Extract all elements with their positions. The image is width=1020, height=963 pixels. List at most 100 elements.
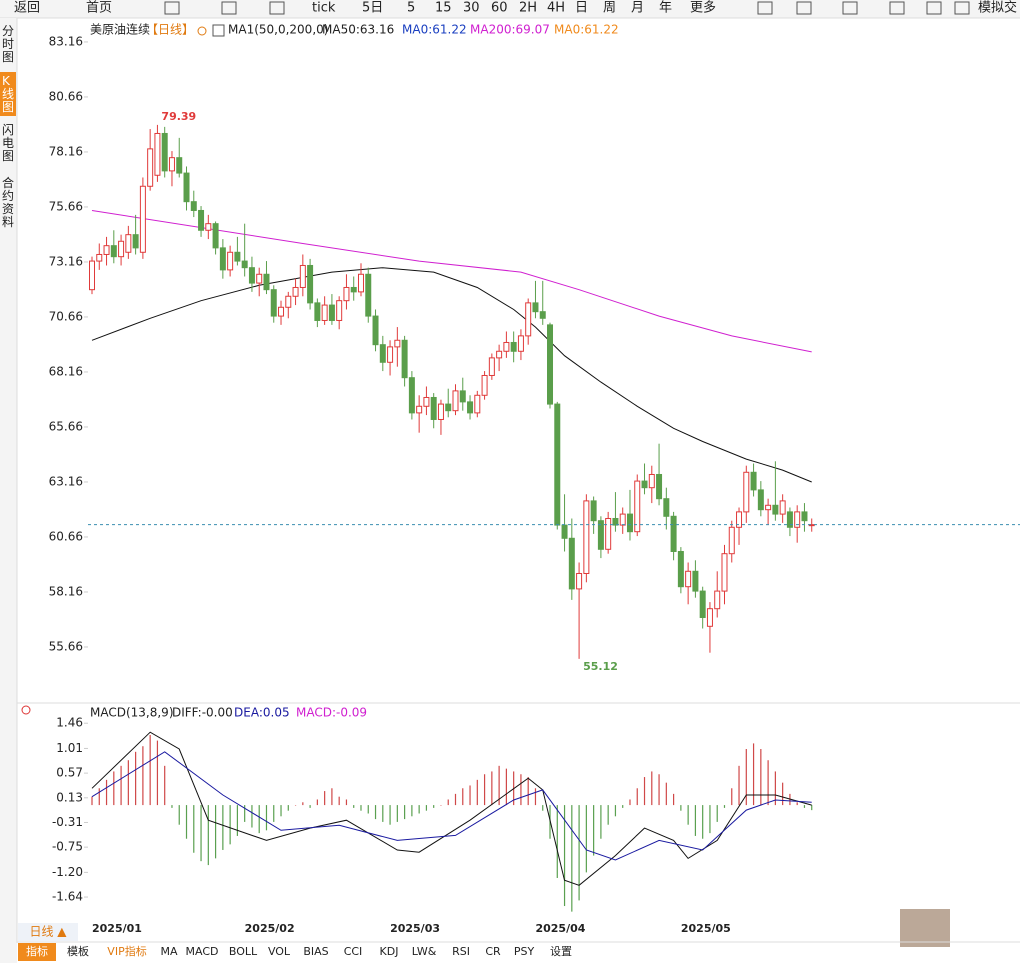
- candle-body: [285, 295, 292, 308]
- candle-body: [379, 344, 386, 363]
- bottom-tab[interactable]: KDJ: [380, 945, 399, 958]
- macd-bar: [796, 802, 798, 806]
- toolbar-button[interactable]: 15: [435, 1, 452, 16]
- candle-body: [103, 245, 110, 255]
- bottom-tab[interactable]: CR: [485, 945, 501, 958]
- bottom-tab[interactable]: BIAS: [303, 945, 328, 958]
- sidebar-tab[interactable]: K 线图: [2, 74, 14, 114]
- sidebar-tab[interactable]: 闪电图: [2, 123, 14, 163]
- toolbar-icon[interactable]: [269, 1, 285, 15]
- sidebar-active: [0, 72, 16, 116]
- candle-body: [278, 306, 285, 317]
- candle-body: [437, 403, 444, 420]
- bottom-tab[interactable]: RSI: [452, 945, 470, 958]
- toolbar-button[interactable]: 30: [463, 1, 480, 16]
- candle-body: [299, 264, 306, 288]
- toolbar-icon[interactable]: [796, 1, 812, 15]
- macd-bar: [520, 774, 522, 806]
- toolbar-button[interactable]: tick: [312, 1, 336, 16]
- bottom-tab[interactable]: VOL: [268, 945, 291, 958]
- toolbar-button[interactable]: 周: [603, 1, 616, 16]
- candle-body: [198, 209, 205, 231]
- x-tick-label: 2025/02: [245, 922, 295, 935]
- candle-body: [270, 289, 277, 317]
- toolbar-icon[interactable]: [757, 1, 773, 15]
- macd-bar: [803, 805, 806, 808]
- candle-body: [561, 524, 568, 539]
- macd-bar: [193, 805, 195, 853]
- toolbar-button[interactable]: 2H: [519, 1, 537, 16]
- macd-bar: [767, 760, 769, 806]
- toolbar-button[interactable]: 年: [659, 1, 672, 16]
- toolbar-button[interactable]: 更多: [690, 0, 716, 16]
- candle-body: [779, 500, 786, 515]
- macd-bar: [135, 751, 137, 806]
- macd-bar: [251, 805, 253, 828]
- sidebar-tab[interactable]: 合约资料: [2, 175, 14, 229]
- toolbar-button[interactable]: 5日: [362, 1, 383, 16]
- period-icon: [197, 26, 207, 36]
- candle-body: [576, 572, 583, 590]
- toolbar-icon[interactable]: [221, 1, 237, 15]
- macd-bar: [534, 788, 537, 806]
- candle-body: [743, 471, 750, 513]
- toolbar-button[interactable]: 4H: [547, 1, 565, 16]
- bottom-tab[interactable]: 模板: [67, 944, 89, 958]
- candle-body: [212, 223, 219, 249]
- period-button[interactable]: 日线 ▲: [29, 925, 67, 939]
- candle-body: [626, 513, 633, 533]
- bottom-tab[interactable]: BOLL: [229, 945, 258, 958]
- macd-bar: [396, 805, 398, 822]
- bottom-tab[interactable]: MA: [160, 945, 177, 958]
- candle-body: [481, 374, 488, 396]
- settings-icon[interactable]: [21, 705, 31, 715]
- bottom-tab[interactable]: 指标: [26, 944, 48, 958]
- sidebar-tab[interactable]: 分时图: [2, 24, 14, 64]
- toolbar-button[interactable]: 60: [491, 1, 508, 16]
- macd-bar: [745, 749, 747, 806]
- candle-body: [590, 500, 597, 522]
- toolbar-button[interactable]: 日: [575, 1, 588, 16]
- toolbar-button[interactable]: 5: [407, 1, 415, 16]
- toolbar-icon[interactable]: [842, 1, 858, 15]
- toolbar-button[interactable]: 返回: [14, 1, 40, 16]
- candle-body: [597, 520, 604, 550]
- macd-bar: [302, 802, 304, 806]
- y-tick-label: 60.66: [49, 529, 83, 543]
- candle-body: [430, 396, 437, 420]
- macd-bar: [316, 799, 318, 806]
- macd-bar: [309, 805, 311, 808]
- y-tick-label: 0.13: [56, 790, 83, 804]
- toolbar-icon[interactable]: [954, 1, 970, 15]
- candle-body: [96, 253, 103, 262]
- macd-bar: [353, 805, 355, 808]
- y-tick-label: 70.66: [49, 309, 83, 323]
- bottom-tab[interactable]: MACD: [186, 945, 219, 958]
- toolbar-button[interactable]: 首页: [86, 1, 112, 16]
- toolbar-icon[interactable]: [164, 1, 180, 15]
- macd-bar: [389, 805, 391, 825]
- bottom-tab[interactable]: CCI: [344, 945, 363, 958]
- bottom-tab[interactable]: 设置: [550, 945, 572, 958]
- macd-bar: [774, 771, 776, 806]
- macd-bar: [629, 799, 631, 806]
- toolbar-icon[interactable]: [926, 1, 942, 15]
- bottom-tab[interactable]: LW&: [412, 945, 437, 958]
- candle-body: [510, 341, 517, 352]
- y-tick-label: 83.16: [49, 34, 83, 48]
- bottom-tab[interactable]: VIP指标: [107, 944, 146, 958]
- x-tick-label: 2025/05: [681, 922, 731, 935]
- toolbar-button[interactable]: 月: [631, 1, 644, 16]
- bottom-tab[interactable]: PSY: [514, 945, 535, 958]
- candle-body: [699, 590, 706, 618]
- toolbar-button[interactable]: 模拟交: [978, 0, 1017, 16]
- candle-body: [670, 515, 677, 552]
- y-tick-label: -1.64: [52, 890, 83, 904]
- candle-body: [118, 240, 125, 258]
- candle-body: [772, 504, 779, 515]
- macd-bar: [462, 788, 464, 806]
- legend-entry: MA1(50,0,200,0): [228, 23, 328, 37]
- macd-bar: [287, 805, 289, 811]
- toolbar-icon[interactable]: [889, 1, 905, 15]
- sidebar-bg: [0, 18, 17, 963]
